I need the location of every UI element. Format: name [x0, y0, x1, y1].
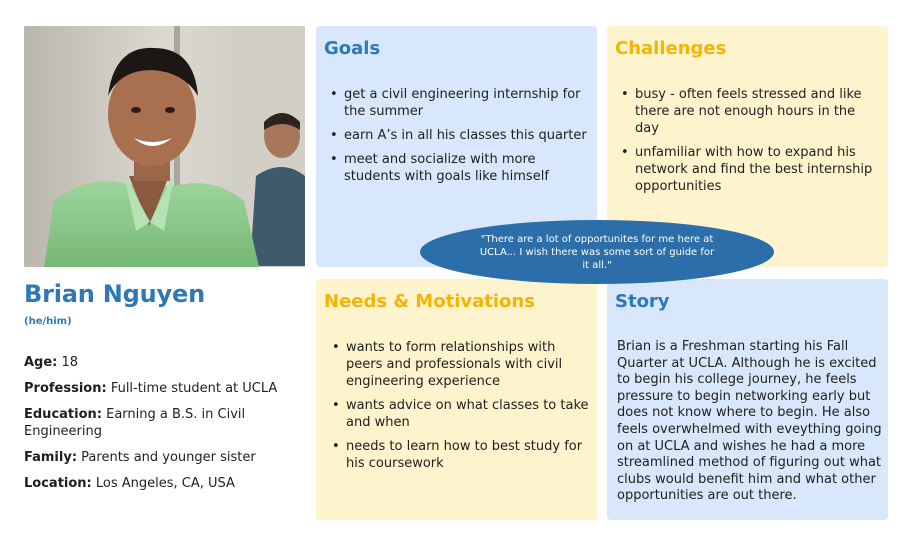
goals-heading: Goals — [324, 38, 381, 59]
detail-education: Education: Earning a B.S. in Civil Engin… — [24, 407, 246, 439]
detail-age: Age: 18 — [24, 355, 79, 370]
challenges-heading: Challenges — [615, 38, 727, 59]
list-item: needs to learn how to best study for his… — [328, 438, 590, 472]
needs-card: Needs & Motivations wants to form relati… — [316, 279, 597, 520]
quote-bubble: "There are a lot of opportunites for me … — [420, 220, 774, 284]
quote-text: "There are a lot of opportunites for me … — [479, 233, 715, 271]
detail-profession: Profession: Full-time student at UCLA — [24, 381, 278, 396]
detail-family: Family: Parents and younger sister — [24, 450, 256, 465]
persona-photo — [24, 26, 305, 267]
persona-details: Age: 18 Profession: Full-time student at… — [24, 354, 304, 501]
list-item: earn A’s in all his classes this quarter — [326, 127, 588, 144]
goals-list: get a civil engineering internship for t… — [326, 86, 588, 192]
list-item: busy - often feels stressed and like the… — [617, 86, 879, 137]
story-card: Story Brian is a Freshman starting his F… — [607, 279, 888, 520]
persona-pronouns: (he/him) — [24, 316, 72, 327]
list-item: unfamiliar with how to expand his networ… — [617, 144, 879, 195]
story-text: Brian is a Freshman starting his Fall Qu… — [617, 339, 882, 504]
list-item: wants to form relationships with peers a… — [328, 339, 590, 390]
needs-list: wants to form relationships with peers a… — [328, 339, 590, 479]
list-item: meet and socialize with more students wi… — [326, 151, 588, 185]
challenges-list: busy - often feels stressed and like the… — [617, 86, 879, 202]
list-item: wants advice on what classes to take and… — [328, 397, 590, 431]
detail-location: Location: Los Angeles, CA, USA — [24, 476, 235, 491]
needs-heading: Needs & Motivations — [324, 291, 535, 312]
story-heading: Story — [615, 291, 670, 312]
list-item: get a civil engineering internship for t… — [326, 86, 588, 120]
persona-name: Brian Nguyen — [24, 280, 205, 308]
